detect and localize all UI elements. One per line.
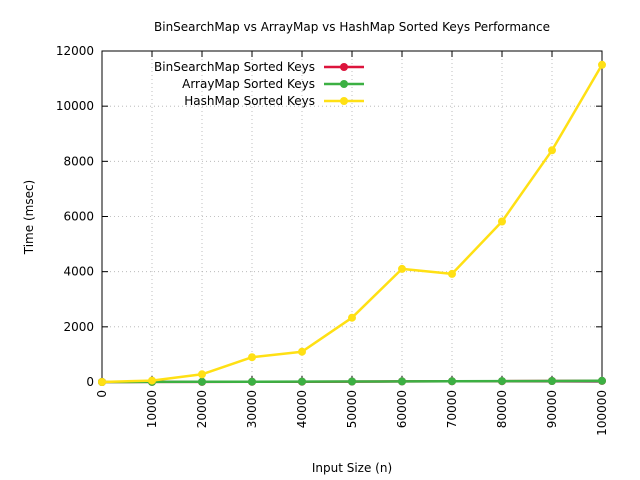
data-point [348,377,356,386]
data-point [148,376,156,385]
data-point [248,377,256,386]
data-point [598,60,606,69]
data-point [198,377,206,386]
y-tick-label: 10000 [56,99,94,113]
data-point [198,370,206,379]
x-tick-label: 40000 [295,390,309,428]
legend-swatch-marker [340,63,348,71]
data-point [548,377,556,385]
y-tick-label: 4000 [63,265,94,279]
x-tick-label: 10000 [145,390,159,428]
x-tick-label: 60000 [395,390,409,428]
data-point [398,264,406,273]
x-tick-label: 50000 [345,390,359,428]
legend-swatch-marker [340,80,348,88]
y-tick-label: 2000 [63,320,94,334]
x-tick-label: 90000 [545,390,559,428]
x-axis-label: Input Size (n) [312,461,392,475]
y-axis-label: Time (msec) [22,180,36,255]
data-point [348,313,356,322]
x-axis: 0 10000 20000 30000 40000 50000 60000 70000 8000… [95,51,609,436]
y-tick-label: 0 [86,375,94,389]
legend: BinSearchMap Sorted Keys ArrayMap Sorted … [154,60,364,108]
y-tick-label: 12000 [56,44,94,58]
series-2 [98,60,606,386]
legend-label: HashMap Sorted Keys [184,94,315,108]
data-point [498,217,506,226]
y-axis: 0 2000 4000 6000 8000 10000 12000 [56,44,602,389]
data-point [448,377,456,386]
legend-label: ArrayMap Sorted Keys [182,77,315,91]
data-point [598,376,606,385]
x-tick-label: 30000 [245,390,259,428]
data-point [548,146,556,155]
x-tick-label: 100000 [595,390,609,436]
chart-title: BinSearchMap vs ArrayMap vs HashMap Sort… [154,20,550,34]
data-point [298,377,306,386]
legend-label: BinSearchMap Sorted Keys [154,60,315,74]
data-point [498,377,506,386]
data-point [448,269,456,278]
x-tick-label: 0 [95,390,109,398]
x-tick-label: 20000 [195,390,209,428]
data-point [298,347,306,356]
data-point [98,378,106,386]
x-tick-label: 70000 [445,390,459,428]
legend-swatch-marker [340,97,348,105]
data-point [398,377,406,386]
y-tick-label: 6000 [63,210,94,224]
y-tick-label: 8000 [63,154,94,168]
x-tick-label: 80000 [495,390,509,428]
grid [102,51,602,382]
series-group [98,60,606,386]
data-point [248,353,256,362]
